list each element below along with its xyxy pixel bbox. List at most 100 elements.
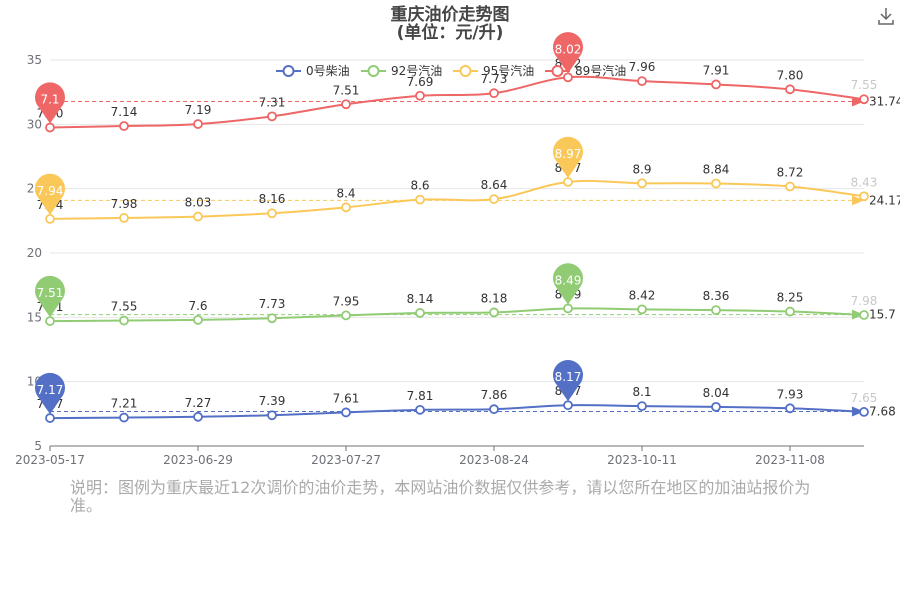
data-point[interactable] [711,401,721,412]
min-pin-label: 7.1 [40,93,59,107]
min-pin: 7.1 [35,82,65,124]
data-label: 8.64 [481,178,508,192]
average-arrow [852,96,864,107]
data-point[interactable] [415,90,425,101]
data-point[interactable] [415,194,425,205]
data-point[interactable] [341,407,351,418]
data-point[interactable] [45,413,55,423]
legend[interactable]: 0号柴油 92号汽油 95号汽油 89号汽油 [276,63,626,78]
data-point[interactable] [119,412,129,423]
series-group: 7.687.177.217.277.397.617.817.868.178.18… [35,32,900,423]
data-label: 8.04 [703,386,730,400]
average-label: 31.74 [869,95,900,109]
data-point[interactable] [341,310,351,321]
y-tick-label: 20 [27,246,42,260]
data-point[interactable] [415,404,425,415]
data-point[interactable] [563,303,573,314]
data-point[interactable] [267,410,277,421]
y-tick-label: 15 [27,310,42,324]
data-point[interactable] [637,178,647,189]
legend-label: 0号柴油 [306,64,350,78]
data-point[interactable] [637,304,647,315]
data-label: 7.86 [481,388,508,402]
data-point[interactable] [489,194,499,204]
download-icon[interactable] [876,6,896,26]
data-point[interactable] [859,191,869,202]
min-pin: 7.51 [35,275,65,318]
data-point[interactable] [489,88,499,99]
data-point[interactable] [267,208,277,219]
data-label: 7.96 [629,60,656,74]
x-tick-label: 2023-08-24 [459,453,529,467]
data-point[interactable] [193,315,203,325]
data-point[interactable] [119,315,129,326]
data-point[interactable] [859,407,869,417]
series-line [49,75,865,129]
data-label: 7.80 [777,68,804,82]
data-point[interactable] [785,181,795,192]
series-1: 7.68 7.17 7.21 7.27 7.39 7.61 7.81 7.86 8.17 8.1 8… [35,360,896,423]
min-pin-label: 7.94 [37,184,64,198]
max-pin: 8.17 [553,360,583,402]
data-label: 8.4 [336,186,355,200]
max-pin-label: 8.02 [555,42,582,56]
data-point[interactable] [785,403,795,414]
data-label: 7.21 [111,397,138,411]
data-point[interactable] [193,211,203,222]
data-point[interactable] [341,99,351,110]
average-label: 15.7 [869,308,896,322]
legend-label: 89号汽油 [575,63,626,78]
data-point[interactable] [193,119,203,129]
data-point[interactable] [563,72,573,83]
max-pin: 8.02 [553,32,583,74]
data-point[interactable] [563,177,573,187]
data-point[interactable] [711,79,721,90]
series-4: 31.747.107.147.197.317.517.697.738.027.9… [35,32,900,133]
legend-item-4[interactable]: 89号汽油 [545,63,626,78]
data-point[interactable] [45,122,55,133]
data-point[interactable] [45,214,55,224]
data-label: 8.42 [629,288,656,302]
data-point[interactable] [711,305,721,316]
data-point[interactable] [119,212,129,223]
legend-item-2[interactable]: 92号汽油 [361,63,442,78]
data-point[interactable] [267,313,277,324]
legend-label: 95号汽油 [483,63,534,78]
legend-label: 92号汽油 [391,63,442,78]
data-label: 7.19 [185,103,212,117]
data-label: 8.16 [259,192,286,206]
data-label: 8.9 [632,162,651,176]
data-point[interactable] [563,400,573,411]
data-point[interactable] [711,178,721,189]
series-line [49,307,865,323]
legend-item-1[interactable]: 0号柴油 [276,64,350,78]
data-label: 8.14 [407,292,434,306]
data-point[interactable] [859,310,869,320]
min-pin: 7.94 [35,173,65,215]
data-point[interactable] [637,401,647,412]
data-point[interactable] [415,308,425,318]
data-point[interactable] [489,307,499,318]
data-point[interactable] [45,316,55,326]
data-label: 8.84 [703,163,730,177]
data-point[interactable] [489,404,499,415]
data-point[interactable] [267,111,277,122]
series-line [49,179,865,220]
max-pin-label: 8.97 [555,147,582,161]
data-point[interactable] [193,411,203,422]
data-point[interactable] [785,306,795,317]
average-arrow [852,195,864,206]
average-label: 7.68 [869,404,896,418]
data-point[interactable] [341,202,351,213]
data-point[interactable] [119,121,129,131]
data-point[interactable] [637,76,647,87]
max-pin-label: 8.49 [555,273,582,287]
data-point[interactable] [785,84,795,95]
series-3: 24.17 7.94 7.98 8.03 8.16 8.4 8.6 8.64 8.97 8.9 8.… [35,136,900,224]
data-label: 7.91 [703,63,730,77]
grid [50,59,864,383]
data-point[interactable] [859,94,869,105]
x-tick-label: 2023-11-08 [755,453,825,467]
legend-item-3[interactable]: 95号汽油 [453,63,534,78]
data-label: 7.61 [333,391,360,405]
